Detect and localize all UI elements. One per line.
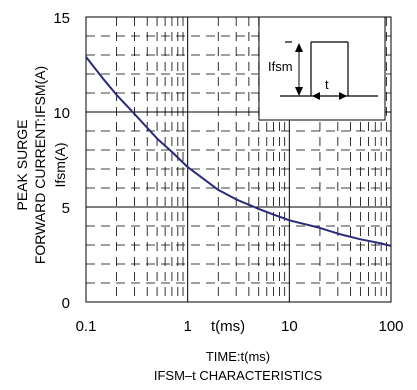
inset-t-label: t [325, 77, 329, 92]
y-tick-label: 5 [62, 200, 70, 217]
inset-t-arrow-left-icon [312, 92, 320, 100]
x-axis-label: TIME:t(ms) [206, 349, 270, 364]
inset-ifsm-arrow-down-icon [295, 87, 303, 96]
x-tick-label: 1 [183, 318, 191, 335]
series-layer [85, 56, 392, 247]
y-tick-label: 15 [53, 10, 70, 27]
y-axis-label-line1: PEAK SURGE [14, 119, 30, 210]
y-axis-label-line2: FORWARD CURRENT:IFSM(A) [32, 66, 48, 264]
y-axis-label-line3: Ifsm(A) [52, 142, 68, 187]
inset-box [258, 16, 386, 121]
inset-ifsm-arrow-up-icon [295, 43, 303, 52]
series-line [85, 56, 392, 247]
x-tick-label: 100 [378, 318, 403, 335]
x-tick-label: 0.1 [76, 318, 97, 335]
y-tick-label: 10 [53, 105, 70, 122]
tick-labels: 0.1 1 10 100 0 5 10 15 [53, 10, 403, 335]
inset-waveform-diagram: Ifsm t [258, 16, 386, 121]
inset-ifsm-label: Ifsm [268, 59, 293, 74]
y-tick-label: 0 [62, 295, 70, 312]
x-tick-label: 10 [281, 318, 298, 335]
inset-t-arrow-right-icon [339, 92, 347, 100]
x-axis-inner-label: t(ms) [211, 318, 245, 335]
chart-title: IFSM–t CHARACTERISTICS [154, 368, 323, 383]
